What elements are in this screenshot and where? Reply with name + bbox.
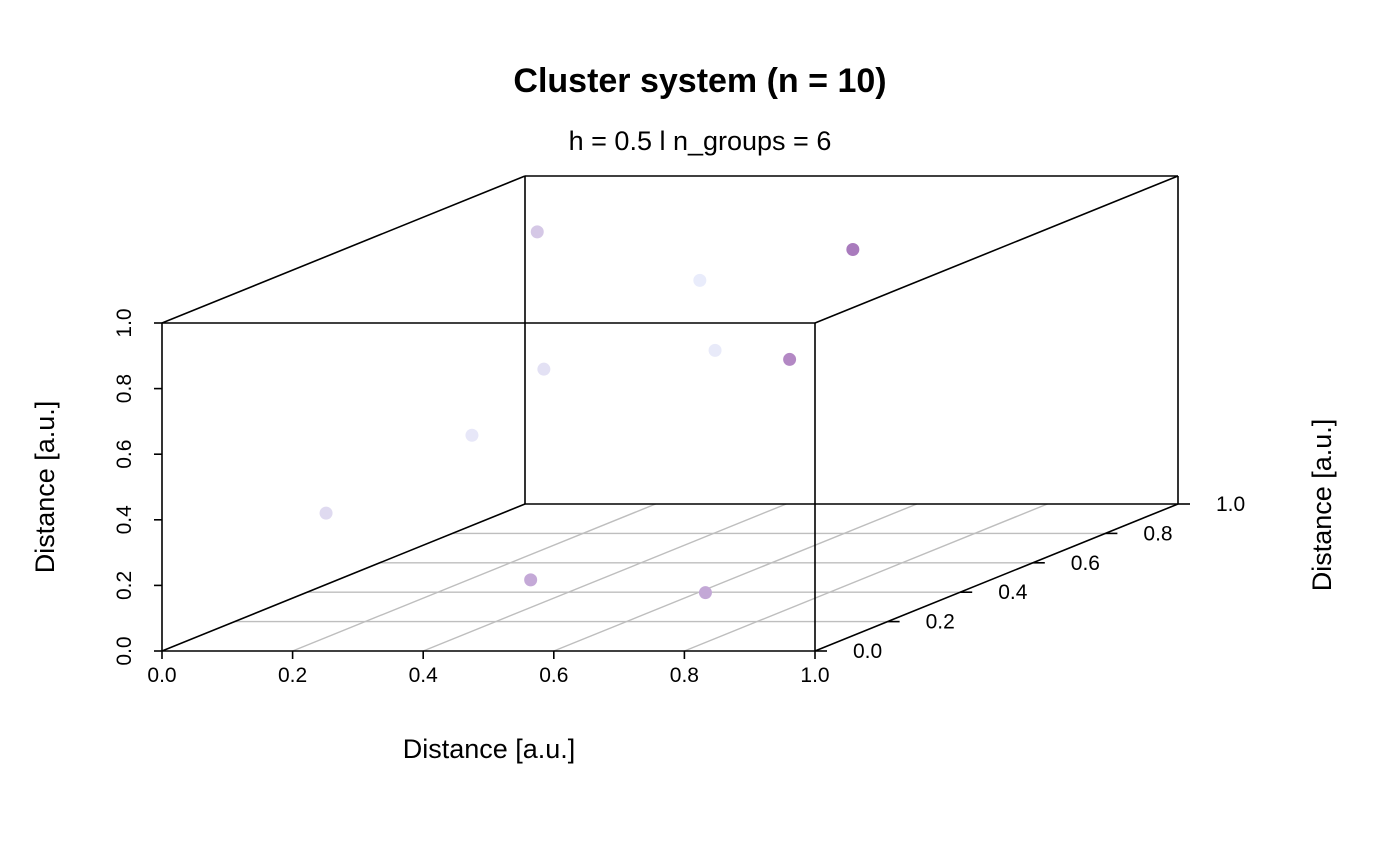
box-edge	[161, 503, 526, 652]
z-tick-label: 0.0	[113, 636, 136, 665]
data-point	[698, 586, 712, 600]
data-point	[530, 225, 544, 239]
y-tick-label: 0.0	[853, 640, 882, 663]
data-point	[465, 428, 479, 442]
y-axis-label: Distance [a.u.]	[1307, 419, 1337, 592]
z-axis-label: Distance [a.u.]	[30, 401, 60, 574]
x-tick-label: 0.8	[670, 664, 699, 687]
y-tick-label: 1.0	[1216, 493, 1245, 516]
box-edge	[161, 175, 526, 324]
data-point	[783, 352, 797, 366]
floor-grid-line-x	[553, 503, 918, 652]
data-point	[693, 273, 707, 287]
chart-subtitle: h = 0.5 l n_groups = 6	[569, 126, 832, 156]
axis-ticks: 0.0 0.2 0.4 0.6 0.8 1.0 0.0 0.2 0.4 0.6 0.8 1.0 0.0 0…	[113, 308, 1245, 687]
box-edge	[814, 503, 1179, 652]
box-front-edges	[161, 322, 1179, 652]
box-edge	[814, 175, 1179, 324]
chart-title: Cluster system (n = 10)	[513, 62, 886, 100]
x-tick-label: 0.0	[147, 664, 176, 687]
x-tick-label: 1.0	[800, 664, 829, 687]
box-back-edges	[161, 175, 1179, 652]
data-point	[846, 243, 860, 256]
y-tick-label: 0.2	[926, 611, 955, 634]
x-tick-label: 0.4	[409, 664, 439, 687]
y-tick-label: 0.8	[1143, 522, 1172, 545]
data-points	[319, 225, 860, 600]
z-tick-label: 0.6	[113, 440, 136, 469]
z-tick-label: 0.4	[113, 505, 136, 535]
x-axis-label: Distance [a.u.]	[403, 734, 576, 764]
x-tick-label: 0.6	[539, 664, 568, 687]
floor-grid	[234, 503, 1106, 652]
floor-grid-line-x	[684, 503, 1048, 652]
y-tick-label: 0.4	[998, 581, 1028, 604]
floor-grid-line-x	[422, 503, 787, 652]
y-tick-label: 0.6	[1071, 552, 1100, 575]
z-tick-label: 1.0	[113, 308, 136, 337]
z-tick-label: 0.2	[113, 571, 136, 600]
floor-grid-line-x	[292, 503, 656, 652]
x-tick-label: 0.2	[278, 664, 307, 687]
data-point	[319, 506, 333, 520]
data-point	[524, 573, 538, 587]
z-tick-label: 0.8	[113, 374, 136, 403]
data-point	[537, 362, 551, 376]
data-point	[708, 343, 722, 357]
